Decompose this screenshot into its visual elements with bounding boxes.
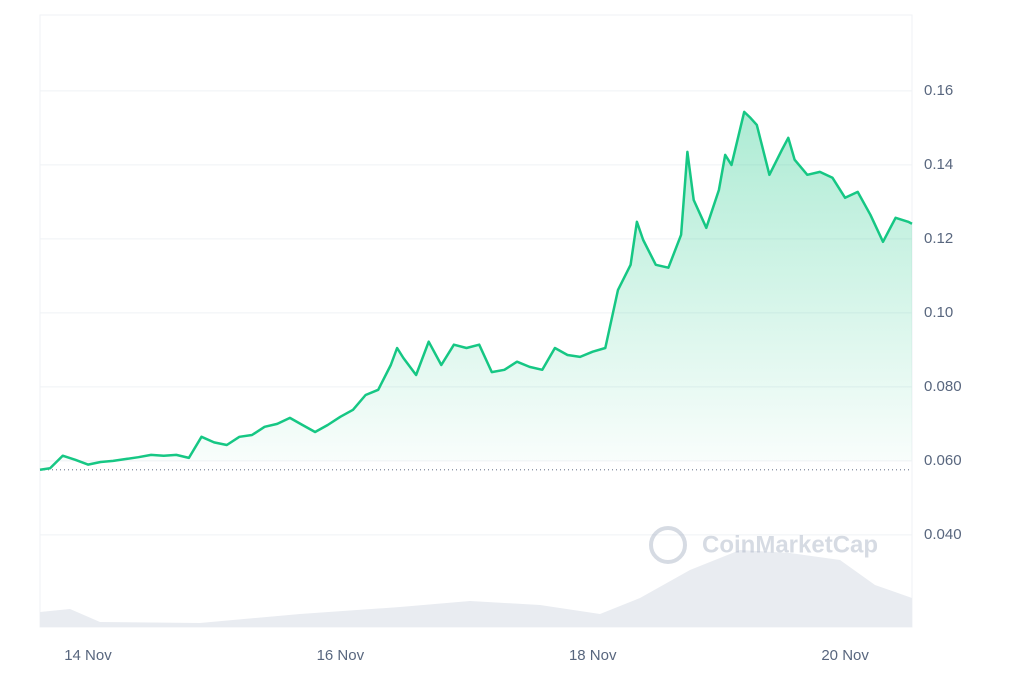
y-tick-label: 0.10 xyxy=(924,304,953,321)
volume-area xyxy=(40,550,912,627)
y-tick-label: 0.060 xyxy=(924,452,962,469)
watermark: CoinMarketCap xyxy=(702,531,878,558)
y-tick-label: 0.080 xyxy=(924,378,962,395)
y-tick-label: 0.040 xyxy=(924,526,962,543)
x-tick-label: 20 Nov xyxy=(821,647,869,664)
x-tick-label: 14 Nov xyxy=(64,647,112,664)
watermark-group: CoinMarketCap xyxy=(649,526,878,564)
price-line xyxy=(39,110,913,471)
x-tick-label: 16 Nov xyxy=(317,647,365,664)
y-tick-label: 0.16 xyxy=(924,82,953,99)
plot: 0.040 0.060 0.080 0.10 0.12 0.14 0.16 14 Nov 16 … xyxy=(39,82,962,664)
y-tick-label: 0.14 xyxy=(924,156,953,173)
y-tick-label: 0.12 xyxy=(924,230,953,247)
x-tick-label: 18 Nov xyxy=(569,647,617,664)
watermark-logo xyxy=(649,526,687,564)
area-fill xyxy=(40,111,912,470)
